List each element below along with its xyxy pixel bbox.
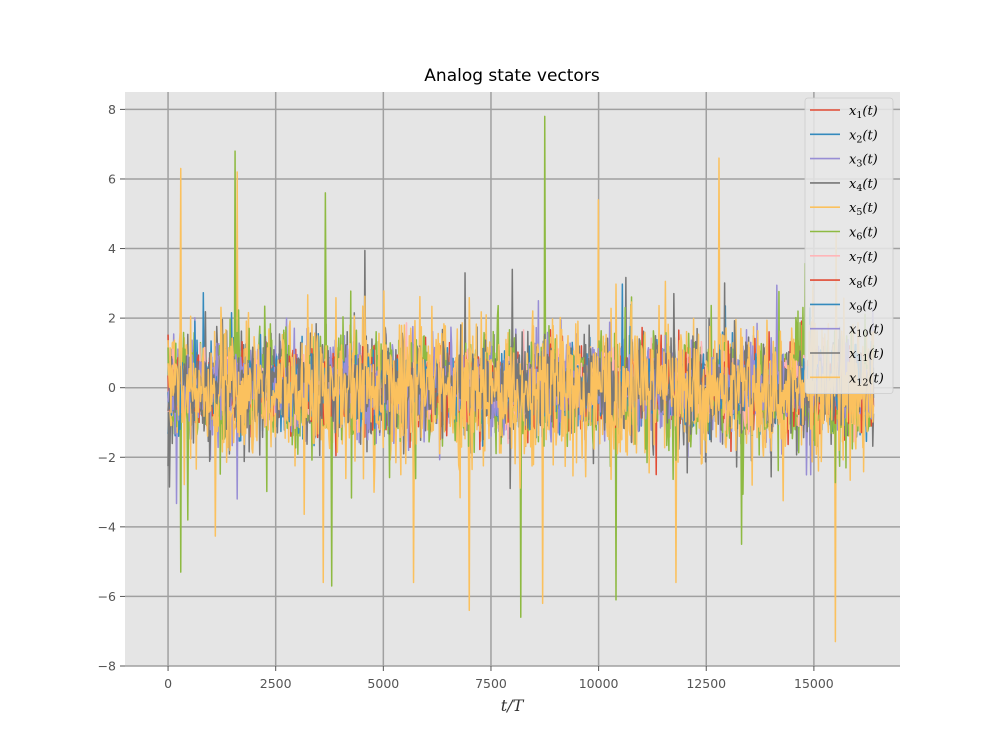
x-tick-label: 15000 [794, 676, 834, 691]
y-tick-label: 6 [108, 171, 116, 186]
legend-label-3: x3(t) [849, 153, 878, 170]
x-tick-label: 12500 [686, 676, 726, 691]
legend-label-11: x11(t) [849, 347, 884, 364]
legend-label-6: x6(t) [849, 226, 878, 243]
y-tick-label: −4 [98, 519, 116, 534]
x-axis-label: t/T [501, 696, 525, 715]
legend-label-5: x5(t) [849, 201, 878, 218]
y-axis: −8 −6 −4 −2 0 2 4 6 8 [98, 102, 125, 674]
legend-label-7: x7(t) [849, 250, 878, 267]
y-tick-label: −6 [98, 589, 116, 604]
series-group [167, 115, 875, 643]
y-tick-label: 2 [108, 311, 116, 326]
y-tick-label: −2 [98, 450, 116, 465]
y-tick-label: 4 [108, 241, 116, 256]
legend: x1(t) x2(t) x3(t) x4(t) x5(t) x6(t) x7(t) x8(t)… [804, 97, 894, 395]
legend-label-9: x9(t) [849, 298, 878, 315]
y-tick-label: 0 [108, 380, 116, 395]
legend-frame [804, 97, 894, 395]
legend-label-12: x12(t) [849, 371, 884, 388]
x-tick-label: 7500 [475, 676, 507, 691]
legend-label-8: x8(t) [849, 274, 878, 291]
y-tick-label: 8 [108, 102, 116, 117]
x-axis: 0 2500 5000 7500 10000 12500 15000 [164, 666, 834, 691]
x-tick-label: 10000 [579, 676, 619, 691]
y-tick-label: −8 [98, 659, 116, 674]
chart-title: Analog state vectors [424, 66, 600, 86]
x-tick-label: 5000 [367, 676, 399, 691]
legend-label-10: x10(t) [849, 323, 884, 340]
legend-label-2: x2(t) [849, 128, 878, 145]
legend-label-1: x1(t) [849, 104, 878, 121]
x-tick-label: 2500 [260, 676, 292, 691]
legend-label-4: x4(t) [849, 177, 878, 194]
x-tick-label: 0 [164, 676, 172, 691]
series-line-12 [167, 230, 875, 537]
